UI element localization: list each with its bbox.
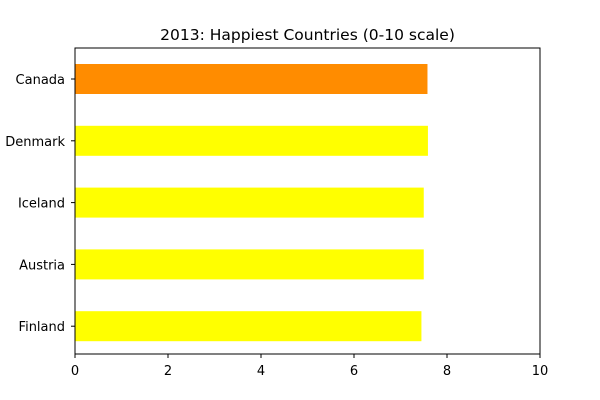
bar-austria — [75, 249, 424, 280]
y-tick-label: Denmark — [5, 135, 65, 150]
y-tick-label: Iceland — [18, 197, 65, 212]
chart-title: 2013: Happiest Countries (0-10 scale) — [160, 26, 455, 44]
y-tick-label: Canada — [16, 73, 65, 88]
x-tick-label: 8 — [443, 364, 451, 379]
bars-layer — [75, 64, 428, 342]
x-tick-label: 6 — [350, 364, 358, 379]
bar-denmark — [75, 125, 428, 156]
x-tick-label: 2 — [164, 364, 172, 379]
x-tick-label: 10 — [532, 364, 549, 379]
x-tick-label: 0 — [71, 364, 79, 379]
bar-iceland — [75, 187, 424, 218]
bar-finland — [75, 311, 422, 342]
y-tick-label: Finland — [19, 320, 65, 335]
y-tick-label: Austria — [19, 258, 65, 273]
plot-frame — [74, 47, 541, 355]
x-tick-label: 4 — [257, 364, 265, 379]
ticks-layer: Canada Denmark Iceland Austria Finland 0 2 4 6 8 1… — [5, 73, 548, 379]
bar-canada — [75, 64, 428, 94]
